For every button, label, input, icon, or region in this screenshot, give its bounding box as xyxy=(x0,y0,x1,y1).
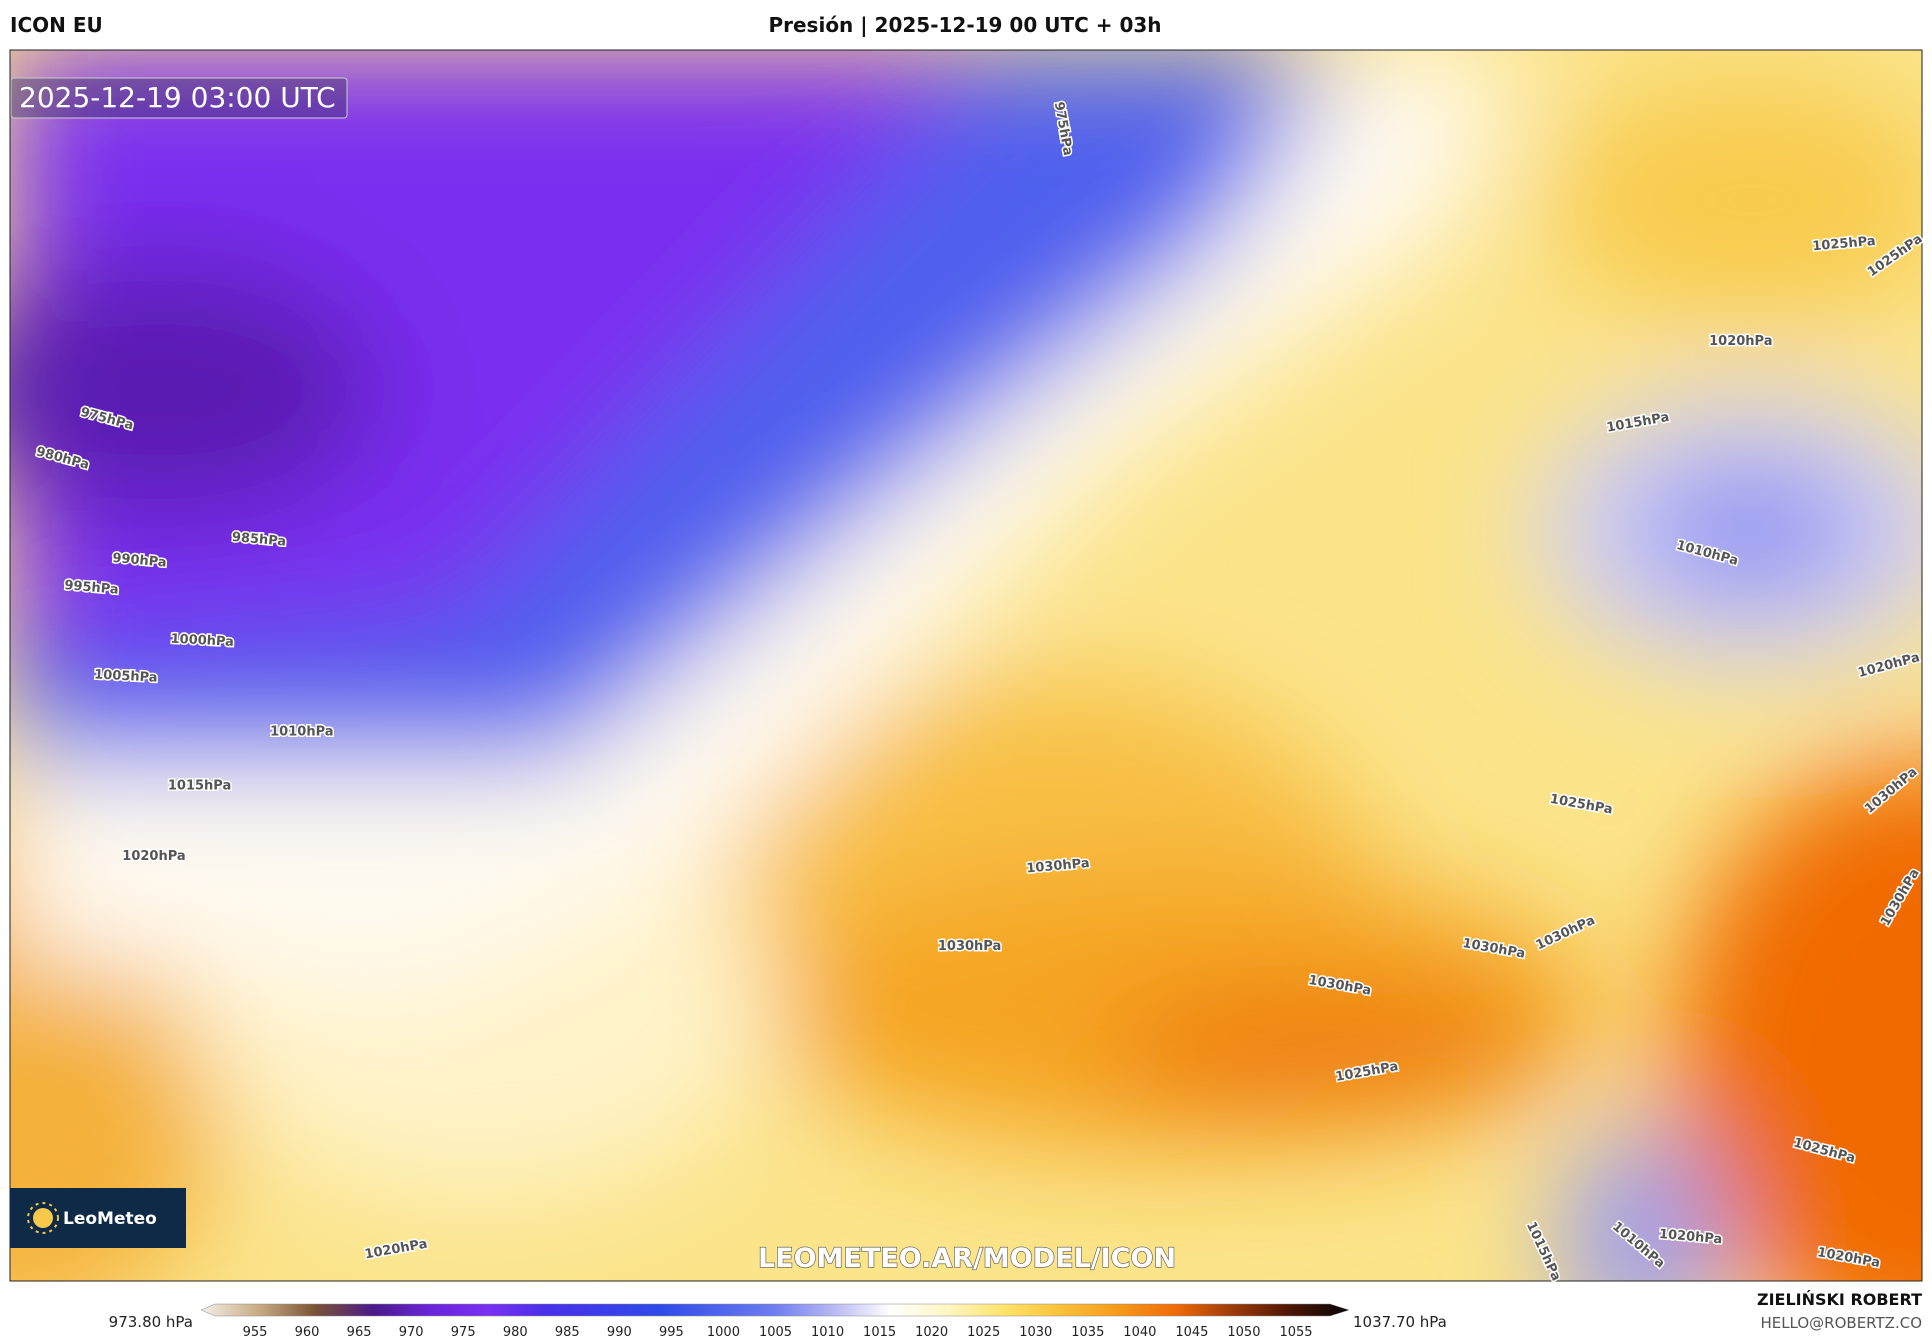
colorbar-tick-label: 970 xyxy=(399,1325,424,1338)
colorbar-tick-label: 1005 xyxy=(759,1325,792,1338)
contour-label: 1020hPa xyxy=(1709,334,1772,349)
contour-label: 1015hPa xyxy=(168,779,231,794)
colorbar-tick-label: 985 xyxy=(555,1325,580,1338)
colorbar-tick-label: 1045 xyxy=(1175,1325,1208,1338)
watermark: LEOMETEO.AR/MODEL/ICON xyxy=(758,1243,1176,1274)
colorbar-tick-label: 1035 xyxy=(1071,1325,1104,1338)
logo-text: LeoMeteo xyxy=(63,1209,157,1229)
colorbar xyxy=(200,1303,1350,1317)
map-frame xyxy=(9,49,1923,1282)
contour-label: 1010hPa xyxy=(270,725,333,740)
author: ZIELIŃSKI ROBERT xyxy=(1757,1290,1922,1309)
colorbar-tick-label: 1000 xyxy=(707,1325,740,1338)
timestamp-box xyxy=(10,77,348,119)
contour-label: 1030hPa xyxy=(1026,856,1090,876)
timestamp: 2025-12-19 03:00 UTC xyxy=(19,81,336,114)
colorbar-max: 1037.70 hPa xyxy=(1353,1313,1447,1331)
colorbar-tick-label: 1015 xyxy=(863,1325,896,1338)
colorbar-tick-label: 960 xyxy=(295,1325,320,1338)
colorbar-tick-label: 1025 xyxy=(967,1325,1000,1338)
logo-sun xyxy=(33,1208,53,1228)
colorbar-tick-label: 1040 xyxy=(1123,1325,1156,1338)
colorbar-tick-label: 1055 xyxy=(1279,1325,1312,1338)
contour-label: 1020hPa xyxy=(1658,1227,1722,1247)
colorbar-tick-label: 1050 xyxy=(1227,1325,1260,1338)
colorbar-min: 973.80 hPa xyxy=(109,1313,193,1331)
contour-label: 1005hPa xyxy=(94,667,158,685)
colorbar-tick-label: 990 xyxy=(607,1325,632,1338)
colorbar-tick-label: 1020 xyxy=(915,1325,948,1338)
colorbar-ticks: 955 960 965 970 975 980 985 990 995 1000 1005 1010 1… xyxy=(243,1325,1313,1338)
colorbar-tick-label: 1010 xyxy=(811,1325,844,1338)
colorbar-tick-label: 975 xyxy=(451,1325,476,1338)
map-title: Presión | 2025-12-19 00 UTC + 03h xyxy=(768,13,1161,37)
contour-label: 1020hPa xyxy=(122,849,185,864)
colorbar-tick-label: 955 xyxy=(243,1325,268,1338)
contact: HELLO@ROBERTZ.CO xyxy=(1760,1314,1922,1332)
contour-label: 990hPa xyxy=(112,551,167,571)
logo-rays xyxy=(27,1202,59,1234)
contour-label: 1000hPa xyxy=(170,632,234,650)
colorbar-tick-label: 995 xyxy=(659,1325,684,1338)
model-name: ICON EU xyxy=(10,13,103,37)
contour-label: 985hPa xyxy=(231,530,286,550)
contour-label: 995hPa xyxy=(64,578,119,598)
contour-label: 1030hPa xyxy=(938,939,1001,954)
pressure-field xyxy=(10,50,1922,1281)
colorbar-tick-label: 1030 xyxy=(1019,1325,1052,1338)
colorbar-tick-label: 965 xyxy=(347,1325,372,1338)
colorbar-tick-label: 980 xyxy=(503,1325,528,1338)
contour-label: 1025hPa xyxy=(1812,234,1876,254)
